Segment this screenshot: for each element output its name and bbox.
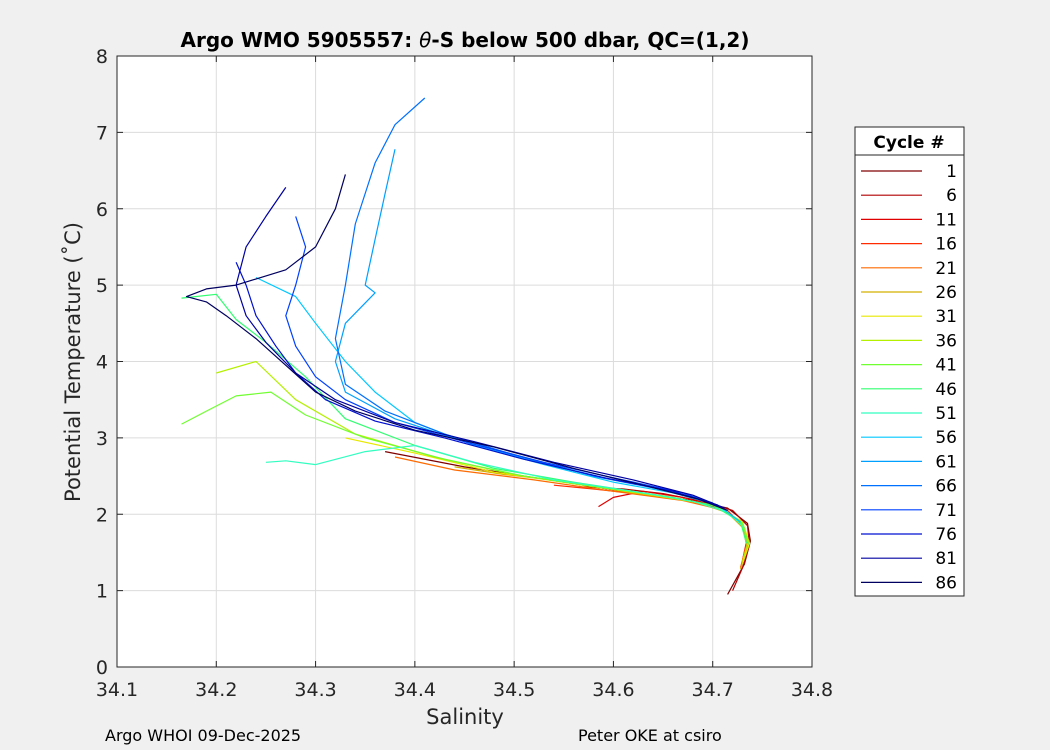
x-tick-label: 34.8 (791, 679, 833, 701)
legend-label: 76 (935, 525, 957, 545)
legend-label: 6 (946, 186, 957, 206)
legend-label: 21 (935, 259, 957, 279)
y-tick-label: 3 (96, 428, 108, 450)
legend-label: 26 (935, 283, 957, 303)
y-tick-label: 4 (96, 352, 108, 374)
legend-label: 1 (946, 162, 957, 182)
y-axis-label: Potential Temperature (˚C) (61, 222, 85, 502)
series-line-cycle-76 (235, 261, 718, 506)
legend-label: 51 (935, 404, 957, 424)
series-line-cycle-86 (185, 174, 728, 511)
x-tick-label: 34.1 (96, 679, 138, 701)
y-tick-label: 2 (96, 504, 108, 526)
y-tick-label: 5 (96, 275, 108, 297)
y-tick-label: 1 (96, 581, 108, 603)
legend-label: 31 (935, 307, 957, 327)
x-axis-label: Salinity (426, 705, 504, 729)
footer-author: Peter OKE at csiro (578, 726, 722, 745)
legend-label: 36 (935, 331, 957, 351)
y-tick-label: 0 (96, 657, 108, 679)
chart-title: Argo WMO 5905557: θ-S below 500 dbar, QC… (181, 28, 750, 52)
series-line-cycle-6 (583, 486, 751, 591)
footer-source: Argo WHOI 09-Dec-2025 (105, 726, 302, 745)
legend-label: 46 (935, 380, 957, 400)
legend-title: Cycle # (873, 133, 944, 153)
legend-label: 66 (935, 477, 957, 497)
x-tick-label: 34.6 (592, 679, 634, 701)
series-line-cycle-66 (334, 97, 713, 504)
x-tick-label: 34.4 (394, 679, 436, 701)
legend-label: 56 (935, 428, 957, 448)
legend-label: 41 (935, 356, 957, 376)
series-line-cycle-51 (265, 444, 745, 529)
legend-label: 86 (935, 573, 957, 593)
legend-label: 61 (935, 452, 957, 472)
x-tick-label: 34.7 (692, 679, 734, 701)
legend-label: 81 (935, 549, 957, 569)
grid (117, 56, 812, 667)
legend: Cycle # 16111621263136414651566166717681… (854, 126, 965, 597)
legend-box (854, 126, 965, 597)
legend-label: 11 (935, 210, 957, 230)
y-tick-label: 7 (96, 122, 108, 144)
axis-ticks: 34.1 34.2 34.3 34.4 34.5 34.6 34.7 34.8 0 1 2 3 4 5 6 7… (96, 46, 833, 701)
series-line-cycle-81 (235, 187, 725, 509)
x-tick-label: 34.3 (294, 679, 336, 701)
x-tick-label: 34.2 (195, 679, 237, 701)
legend-label: 71 (935, 501, 957, 521)
x-tick-label: 34.5 (493, 679, 535, 701)
y-tick-label: 8 (96, 46, 108, 68)
y-tick-label: 6 (96, 199, 108, 221)
legend-label: 16 (935, 235, 957, 255)
series-lines (181, 97, 752, 595)
